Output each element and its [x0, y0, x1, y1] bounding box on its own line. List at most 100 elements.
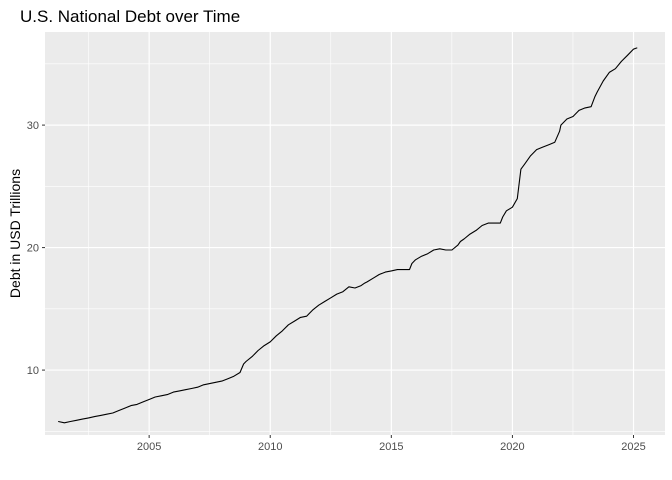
- debt-series-line: [58, 47, 638, 424]
- data-point: [167, 394, 168, 395]
- data-point: [463, 238, 465, 240]
- data-point: [209, 383, 210, 384]
- chart-title: U.S. National Debt over Time: [20, 7, 240, 26]
- data-point: [245, 361, 247, 362]
- data-point: [403, 269, 404, 270]
- data-point: [112, 412, 114, 414]
- data-point: [70, 421, 71, 422]
- data-point: [130, 405, 132, 406]
- data-point: [516, 198, 518, 199]
- data-point: [243, 363, 244, 365]
- x-tick-label: 2010: [258, 441, 282, 453]
- data-point: [633, 48, 634, 50]
- data-point: [584, 107, 586, 109]
- data-point: [602, 80, 604, 82]
- data-point: [185, 389, 186, 390]
- data-point: [560, 124, 562, 126]
- data-point: [94, 416, 95, 417]
- data-point: [594, 96, 596, 98]
- data-point: [475, 230, 477, 231]
- data-point: [378, 274, 380, 275]
- data-point: [427, 253, 428, 255]
- data-point: [269, 341, 271, 343]
- data-point: [348, 286, 350, 288]
- data-point: [354, 287, 356, 289]
- x-tick-label: 2020: [500, 441, 524, 453]
- data-point: [608, 72, 610, 73]
- data-point: [203, 384, 204, 386]
- data-point: [318, 304, 319, 306]
- data-point: [615, 68, 616, 70]
- data-point: [173, 391, 174, 393]
- y-tick-label: 30: [27, 120, 39, 132]
- data-point: [469, 233, 471, 235]
- data-point: [263, 345, 265, 346]
- data-point: [215, 382, 217, 383]
- data-point: [308, 313, 310, 315]
- data-point: [336, 293, 338, 295]
- data-point: [542, 146, 543, 148]
- data-point: [460, 241, 461, 242]
- minor-gridlines: [45, 32, 665, 435]
- data-point: [636, 47, 638, 49]
- data-point: [179, 390, 180, 392]
- data-point: [572, 116, 574, 117]
- data-point: [294, 320, 295, 322]
- data-point: [64, 422, 65, 424]
- data-point: [596, 91, 598, 93]
- data-point: [621, 61, 622, 62]
- data-point: [409, 269, 410, 270]
- data-point: [502, 216, 504, 218]
- data-point: [100, 415, 102, 416]
- data-point: [154, 396, 156, 398]
- x-tick-label: 2015: [379, 441, 403, 453]
- x-axis: 2005 2010 2015 2020 2025: [137, 435, 646, 453]
- data-point: [233, 375, 235, 377]
- data-point: [58, 421, 59, 422]
- data-point: [493, 222, 495, 224]
- data-point: [257, 350, 259, 351]
- data-point: [445, 249, 447, 251]
- y-axis-label: Debt in USD Trillions: [7, 169, 23, 298]
- data-point: [520, 168, 522, 170]
- data-point: [76, 420, 77, 421]
- data-point: [148, 399, 150, 400]
- data-point: [88, 417, 89, 419]
- data-point: [487, 222, 489, 224]
- data-point: [421, 255, 422, 257]
- y-axis: 10 20 30: [27, 120, 45, 377]
- major-gridlines: [45, 32, 665, 435]
- data-point: [590, 106, 592, 108]
- data-point: [360, 285, 362, 286]
- data-point: [524, 163, 525, 165]
- data-point: [160, 395, 162, 397]
- data-point: [324, 301, 326, 302]
- data-point: [197, 386, 198, 388]
- data-point: [221, 380, 223, 382]
- data-point: [251, 356, 253, 357]
- data-point: [364, 282, 365, 284]
- data-point: [566, 118, 568, 120]
- data-point: [288, 324, 289, 326]
- y-tick-label: 20: [27, 243, 39, 255]
- x-tick-label: 2025: [621, 441, 645, 453]
- data-point: [530, 155, 531, 157]
- data-point: [415, 259, 416, 261]
- data-point: [366, 281, 368, 283]
- data-point: [372, 277, 374, 279]
- data-point: [512, 206, 513, 208]
- data-point: [554, 141, 556, 143]
- data-point: [439, 248, 441, 250]
- data-point: [142, 401, 144, 403]
- data-point: [82, 418, 83, 420]
- data-point: [433, 249, 435, 251]
- data-point: [457, 244, 459, 246]
- data-point: [312, 309, 313, 311]
- data-point: [124, 407, 126, 409]
- data-point: [536, 149, 537, 150]
- data-point: [578, 110, 580, 111]
- series-layer: [58, 47, 638, 424]
- data-point: [342, 291, 344, 292]
- data-point: [548, 144, 550, 145]
